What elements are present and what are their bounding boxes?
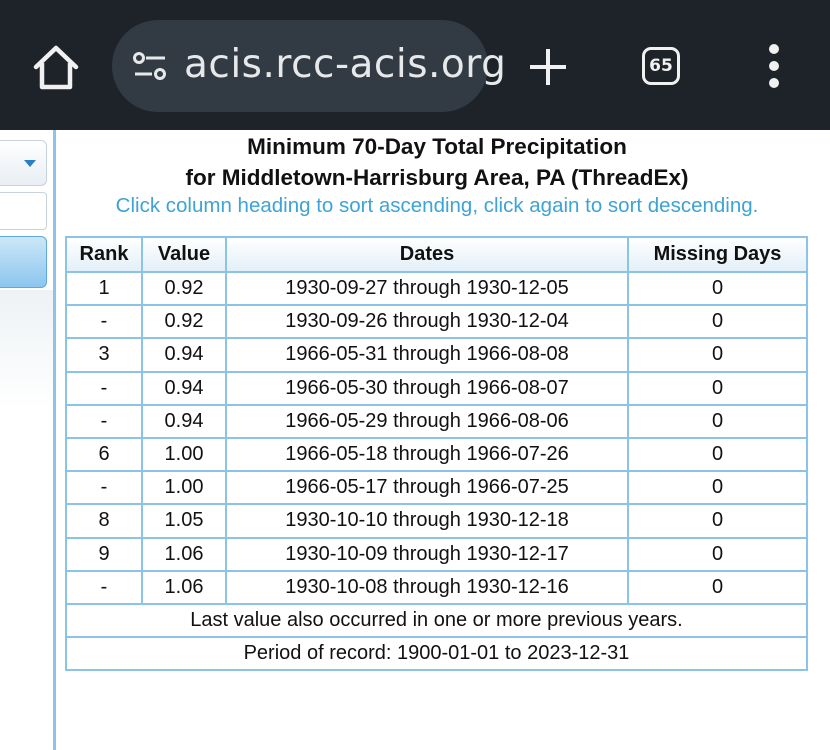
table-row: - 0.94 1966-05-29 through 1966-08-06 0 (65, 403, 808, 439)
column-header-dates[interactable]: Dates (225, 236, 629, 273)
sidebar-dropdown[interactable] (0, 140, 47, 186)
period-of-record: Period of record: 1900-01-01 to 2023-12-… (65, 636, 808, 672)
cell-rank: 9 (65, 536, 143, 572)
table-row: 6 1.00 1966-05-18 through 1966-07-26 0 (65, 436, 808, 473)
cell-dates: 1966-05-30 through 1966-08-07 (225, 370, 629, 406)
results-table: Rank Value Dates Missing Days 1 0.92 193… (65, 236, 808, 672)
cell-value: 1.06 (141, 569, 227, 605)
new-tab-button[interactable] (528, 47, 568, 87)
table-row: 3 0.94 1966-05-31 through 1966-08-08 0 (65, 337, 808, 373)
cell-value: 1.05 (141, 503, 227, 539)
cell-missing: 0 (627, 370, 808, 406)
period-of-record-row: Period of record: 1900-01-01 to 2023-12-… (65, 636, 808, 672)
table-header-row: Rank Value Dates Missing Days (65, 236, 808, 273)
table-row: 9 1.06 1930-10-09 through 1930-12-17 0 (65, 536, 808, 572)
sidebar-input[interactable] (0, 192, 47, 230)
title-line-1: Minimum 70-Day Total Precipitation (247, 134, 627, 159)
plus-icon (530, 49, 566, 85)
table-row: - 0.92 1930-09-26 through 1930-12-04 0 (65, 304, 808, 340)
cell-rank: - (65, 370, 143, 406)
cell-value: 0.94 (141, 403, 227, 439)
table-row: - 1.06 1930-10-08 through 1930-12-16 0 (65, 569, 808, 605)
browser-toolbar: acis.rcc-acis.org 65 (0, 0, 830, 130)
caret-down-icon (24, 160, 36, 167)
cell-dates: 1930-10-09 through 1930-12-17 (225, 536, 629, 572)
cell-missing: 0 (627, 503, 808, 539)
cell-rank: - (65, 403, 143, 439)
cell-rank: 6 (65, 436, 143, 473)
column-header-rank[interactable]: Rank (65, 236, 143, 273)
cell-missing: 0 (627, 304, 808, 340)
more-vert-icon[interactable] (765, 44, 783, 90)
sidebar-panel (0, 130, 56, 750)
url-text[interactable]: acis.rcc-acis.org (184, 42, 507, 87)
page-title: Minimum 70-Day Total Precipitation for M… (64, 131, 810, 193)
table-row: 8 1.05 1930-10-10 through 1930-12-18 0 (65, 503, 808, 539)
cell-missing: 0 (627, 470, 808, 506)
cell-value: 0.94 (141, 337, 227, 373)
table-row: 1 0.92 1930-09-27 through 1930-12-05 0 (65, 270, 808, 307)
table-footnote-row: Last value also occurred in one or more … (65, 602, 808, 639)
table-footnote: Last value also occurred in one or more … (65, 602, 808, 639)
cell-missing: 0 (627, 436, 808, 473)
cell-value: 0.94 (141, 370, 227, 406)
cell-value: 1.06 (141, 536, 227, 572)
cell-value: 0.92 (141, 270, 227, 307)
cell-rank: - (65, 569, 143, 605)
table-row: - 1.00 1966-05-17 through 1966-07-25 0 (65, 470, 808, 506)
cell-rank: 8 (65, 503, 143, 539)
cell-value: 0.92 (141, 304, 227, 340)
cell-rank: - (65, 304, 143, 340)
column-header-missing-days[interactable]: Missing Days (627, 236, 808, 273)
cell-missing: 0 (627, 337, 808, 373)
cell-value: 1.00 (141, 470, 227, 506)
tune-icon[interactable] (132, 50, 168, 82)
tab-switcher-button[interactable]: 65 (642, 47, 680, 85)
sidebar-menu-area (0, 290, 53, 410)
cell-value: 1.00 (141, 436, 227, 473)
cell-dates: 1930-09-26 through 1930-12-04 (225, 304, 629, 340)
cell-dates: 1930-10-10 through 1930-12-18 (225, 503, 629, 539)
cell-dates: 1966-05-17 through 1966-07-25 (225, 470, 629, 506)
cell-dates: 1930-10-08 through 1930-12-16 (225, 569, 629, 605)
cell-missing: 0 (627, 569, 808, 605)
title-line-2: for Middletown-Harrisburg Area, PA (Thre… (185, 165, 689, 190)
cell-rank: 1 (65, 270, 143, 307)
home-button[interactable] (30, 42, 82, 94)
cell-missing: 0 (627, 403, 808, 439)
cell-missing: 0 (627, 270, 808, 307)
cell-rank: - (65, 470, 143, 506)
cell-rank: 3 (65, 337, 143, 373)
cell-dates: 1930-09-27 through 1930-12-05 (225, 270, 629, 307)
column-header-value[interactable]: Value (141, 236, 227, 273)
home-icon (33, 45, 79, 90)
cell-dates: 1966-05-29 through 1966-08-06 (225, 403, 629, 439)
cell-dates: 1966-05-31 through 1966-08-08 (225, 337, 629, 373)
address-bar[interactable]: acis.rcc-acis.org (112, 20, 506, 112)
cell-missing: 0 (627, 536, 808, 572)
sort-hint: Click column heading to sort ascending, … (115, 194, 759, 217)
cell-dates: 1966-05-18 through 1966-07-26 (225, 436, 629, 473)
table-row: - 0.94 1966-05-30 through 1966-08-07 0 (65, 370, 808, 406)
sidebar-active-button[interactable] (0, 236, 47, 288)
